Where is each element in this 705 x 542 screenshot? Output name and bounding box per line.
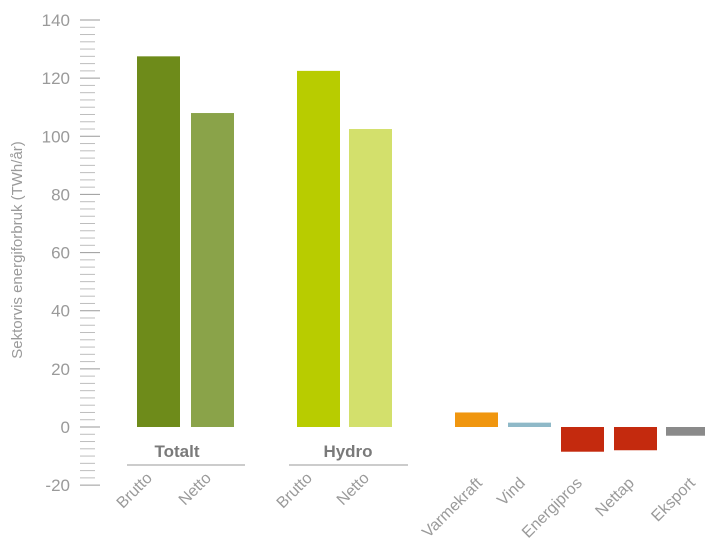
y-tick-label: 140 [42, 11, 70, 30]
y-tick-label: 80 [51, 185, 70, 204]
y-tick-label: 120 [42, 69, 70, 88]
y-axis-label: Sektorvis energiforbruk (TWh/år) [9, 141, 26, 359]
category-label: Vind [494, 475, 528, 509]
bar-netto [349, 129, 392, 427]
category-label: Netto [176, 470, 215, 509]
y-tick-label: -20 [45, 476, 70, 495]
y-tick-label: 60 [51, 244, 70, 263]
y-tick-label: 0 [61, 418, 70, 437]
bar-eksport [666, 427, 705, 436]
category-label: Brutto [274, 470, 316, 512]
bar-brutto [137, 56, 180, 427]
bar-netto [191, 113, 234, 428]
bar-varmekraft [455, 412, 498, 427]
category-labels: Brutto Netto Brutto Netto Varmekraft VindEner… [114, 470, 700, 542]
category-label: Nettap [592, 475, 637, 520]
group-label-totalt: Totalt [154, 442, 199, 461]
bar-nettap [614, 427, 657, 451]
y-tick-label: 20 [51, 360, 70, 379]
category-label: Eksport [648, 474, 699, 525]
group-labels: Totalt Hydro [127, 442, 408, 466]
bar-energipros [561, 427, 604, 452]
y-tick-label: 100 [42, 127, 70, 146]
bar-vind [508, 422, 551, 427]
bars [137, 56, 705, 452]
group-label-hydro: Hydro [323, 442, 372, 461]
y-tick-label: 40 [51, 302, 70, 321]
category-label: Netto [334, 470, 373, 509]
category-label: Brutto [114, 470, 156, 512]
category-label: Energipros [519, 475, 586, 542]
y-axis: 140 120 100 80 60 40 20 0 -20 [42, 11, 100, 495]
bar-brutto [297, 70, 340, 427]
category-label: Varmekraft [419, 474, 486, 541]
